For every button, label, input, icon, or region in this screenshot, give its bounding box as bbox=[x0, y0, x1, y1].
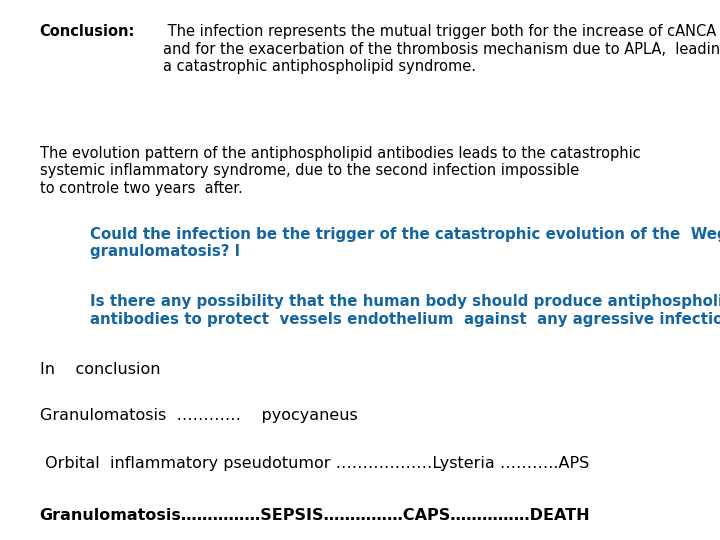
Text: In    conclusion: In conclusion bbox=[40, 362, 160, 377]
Text: Conclusion:: Conclusion: bbox=[40, 24, 135, 39]
Text: The infection represents the mutual trigger both for the increase of cANCA
and f: The infection represents the mutual trig… bbox=[163, 24, 720, 74]
Text: Granulomatosis……………SEPSIS……………CAPS……………DEATH: Granulomatosis……………SEPSIS……………CAPS……………D… bbox=[40, 508, 590, 523]
Text: Orbital  inflammatory pseudotumor ………………Lysteria ………..APS: Orbital inflammatory pseudotumor ………………L… bbox=[40, 456, 589, 471]
Text: Could the infection be the trigger of the catastrophic evolution of the  Wegener: Could the infection be the trigger of th… bbox=[90, 227, 720, 259]
Text: Is there any possibility that the human body should produce antiphospholipid
ant: Is there any possibility that the human … bbox=[90, 294, 720, 327]
Text: Granulomatosis  …………    pyocyaneus: Granulomatosis ………… pyocyaneus bbox=[40, 408, 357, 423]
Text: The evolution pattern of the antiphospholipid antibodies leads to the catastroph: The evolution pattern of the antiphospho… bbox=[40, 146, 640, 195]
